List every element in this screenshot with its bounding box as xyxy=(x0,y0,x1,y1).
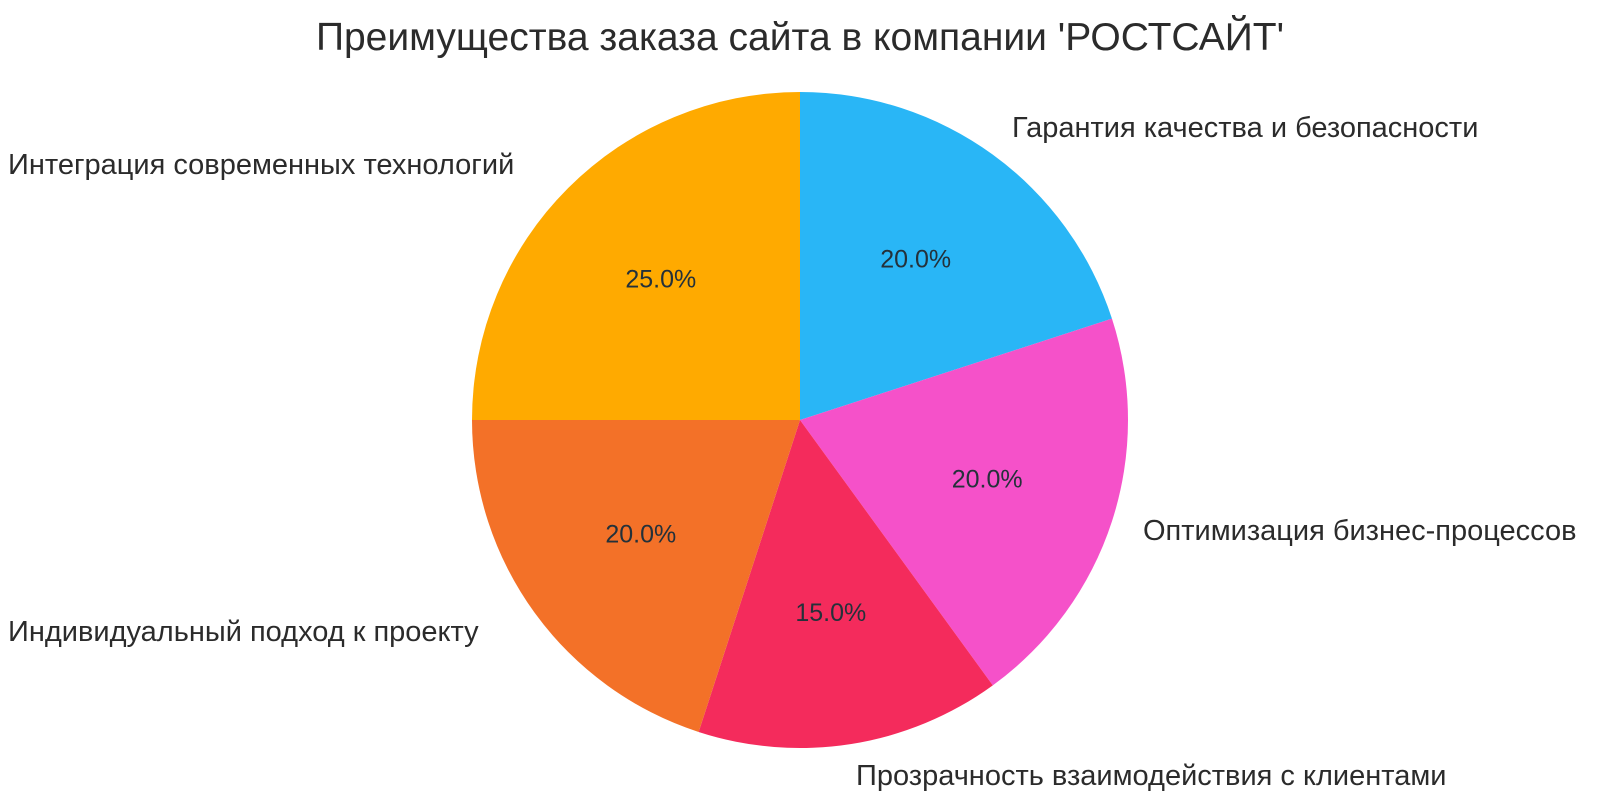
svg-text:15.0%: 15.0% xyxy=(795,599,866,627)
svg-text:Индивидуальный подход к проект: Индивидуальный подход к проекту xyxy=(8,616,479,648)
svg-text:Оптимизация бизнес-процессов: Оптимизация бизнес-процессов xyxy=(1143,515,1577,547)
svg-text:25.0%: 25.0% xyxy=(625,265,696,293)
svg-text:Гарантия качества и безопаснос: Гарантия качества и безопасности xyxy=(1012,112,1478,144)
svg-text:20.0%: 20.0% xyxy=(605,520,676,548)
svg-text:20.0%: 20.0% xyxy=(880,245,951,273)
svg-text:20.0%: 20.0% xyxy=(952,465,1023,493)
svg-text:Прозрачность взаимодействия с: Прозрачность взаимодействия с клиентами xyxy=(856,760,1446,792)
svg-text:Интеграция современных техноло: Интеграция современных технологий xyxy=(8,149,514,181)
